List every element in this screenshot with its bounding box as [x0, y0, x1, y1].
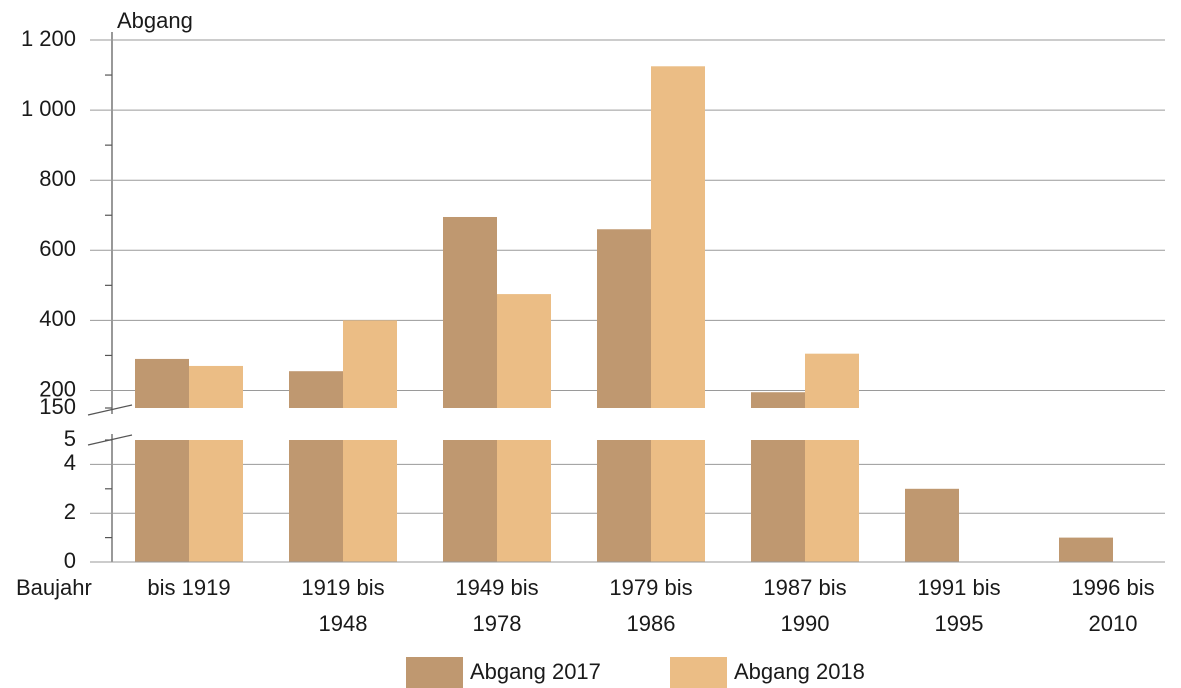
- bar: [443, 216, 497, 408]
- y-tick-label: 600: [39, 236, 76, 261]
- y-tick-label: 1 200: [21, 26, 76, 51]
- x-tick-label: 1979 bis 1986: [609, 575, 692, 636]
- bar: [497, 294, 551, 408]
- bar: [443, 440, 497, 562]
- x-tick-label: 1949 bis 1978: [455, 575, 538, 636]
- y-tick-label: 4: [64, 450, 76, 475]
- legend-swatch: [670, 657, 727, 688]
- y-tick-label: 800: [39, 166, 76, 191]
- x-axis-label: Baujahr: [16, 575, 92, 600]
- x-tick-label: 1919 bis 1948: [301, 575, 384, 636]
- bar: [135, 440, 189, 562]
- bar: [289, 440, 343, 562]
- bar: [651, 440, 705, 562]
- x-tick-label: 1996 bis 2010: [1071, 575, 1154, 636]
- legend-swatch: [406, 657, 463, 688]
- y-tick-label: 1 000: [21, 96, 76, 121]
- bar: [651, 66, 705, 409]
- bar: [497, 440, 551, 562]
- bar: [597, 229, 651, 408]
- y-tick-label: 400: [39, 306, 76, 331]
- bar: [289, 371, 343, 408]
- bar: [343, 440, 397, 562]
- y-tick-label: 150: [39, 394, 76, 419]
- bar: [751, 440, 805, 562]
- axis-break: [87, 404, 133, 416]
- x-tick-label: 1987 bis 1990: [763, 575, 846, 636]
- bar: [597, 440, 651, 562]
- y-axis-label: Abgang: [117, 8, 193, 33]
- legend-label: Abgang 2017: [470, 659, 601, 684]
- bar: [189, 365, 243, 408]
- x-tick-label: 1991 bis 1995: [917, 575, 1000, 636]
- x-tick-label: bis 1919: [147, 575, 230, 600]
- bar: [1059, 537, 1113, 562]
- bar: [135, 358, 189, 408]
- bar: [905, 488, 959, 562]
- y-tick-label: 2: [64, 499, 76, 524]
- bar: [189, 440, 243, 562]
- bar: [805, 440, 859, 562]
- bar: [343, 320, 397, 408]
- y-tick-label: 5: [64, 426, 76, 451]
- bar: [805, 353, 859, 408]
- y-tick-label: 200: [39, 376, 76, 401]
- y-tick-label: 0: [64, 548, 76, 573]
- bar: [751, 392, 805, 408]
- legend-label: Abgang 2018: [734, 659, 865, 684]
